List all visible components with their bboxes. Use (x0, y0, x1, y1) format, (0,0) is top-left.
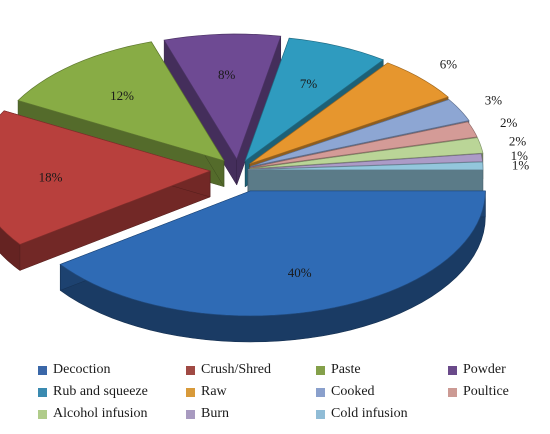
legend-swatch-raw (186, 387, 195, 397)
legend-item-burn: Burn (186, 406, 229, 422)
legend-label-powder: Powder (463, 362, 506, 377)
legend-swatch-alcohol-infusion (38, 409, 47, 419)
pie-slice-decoction (59, 190, 486, 317)
legend-swatch-paste (316, 365, 325, 375)
pie-data-label-rub-and-squeeze: 7% (300, 76, 318, 91)
pie-labels-layer: 40%18%12%8%7%6%3%2%2%1%1% (39, 57, 530, 280)
pie-data-label-decoction: 40% (288, 265, 312, 280)
legend-item-poultice: Poultice (448, 384, 509, 400)
pie-data-label-poultice: 2% (500, 115, 518, 130)
pie-slice-crush-shred (0, 110, 212, 245)
legend-item-cooked: Cooked (316, 384, 375, 400)
legend-label-decoction: Decoction (53, 362, 111, 377)
pie-top-layer (0, 33, 486, 317)
legend-item-paste: Paste (316, 362, 361, 378)
pie-data-label-cooked: 3% (485, 93, 503, 108)
pie-slice-burn (247, 153, 483, 170)
pie-slice-poultice (249, 121, 478, 169)
legend-swatch-poultice (448, 387, 457, 397)
legend-swatch-powder (448, 365, 457, 375)
legend-label-burn: Burn (201, 406, 229, 421)
legend-item-crush-shred: Crush/Shred (186, 362, 271, 378)
legend-label-rub-and-squeeze: Rub and squeeze (53, 384, 148, 399)
pie-slice-raw (249, 62, 449, 165)
pie-data-label-burn: 1% (511, 148, 529, 163)
pie-slice-cooked (250, 99, 470, 167)
legend-label-paste: Paste (331, 362, 361, 377)
pie-data-label-crush-shred: 18% (39, 169, 63, 184)
legend-item-raw: Raw (186, 384, 227, 400)
pie-data-label-paste: 12% (110, 88, 134, 103)
legend-swatch-crush-shred (186, 365, 195, 375)
legend: Decoction Crush/Shred Paste Powder Rub and s… (0, 358, 550, 434)
legend-label-cold-infusion: Cold infusion (331, 406, 408, 421)
legend-label-poultice: Poultice (463, 384, 509, 399)
pie-data-label-raw: 6% (440, 57, 458, 72)
legend-item-decoction: Decoction (38, 362, 111, 378)
legend-swatch-cold-infusion (316, 409, 325, 419)
legend-label-raw: Raw (201, 384, 227, 399)
legend-item-alcohol-infusion: Alcohol infusion (38, 406, 148, 422)
legend-swatch-decoction (38, 365, 47, 375)
legend-label-alcohol-infusion: Alcohol infusion (53, 406, 148, 421)
pie-plot-area: 40%18%12%8%7%6%3%2%2%1%1% (0, 33, 530, 343)
legend-item-powder: Powder (448, 362, 506, 378)
pie-slice-cold-infusion (247, 161, 484, 171)
legend-label-crush-shred: Crush/Shred (201, 362, 271, 377)
pie-data-label-cold-infusion: 1% (512, 157, 530, 172)
legend-item-rub-and-squeeze: Rub and squeeze (38, 384, 148, 400)
pie-slice-powder (163, 33, 282, 160)
pie-slice-rub-and-squeeze (244, 37, 385, 162)
pie-slice-alcohol-infusion (249, 137, 484, 170)
legend-item-cold-infusion: Cold infusion (316, 406, 408, 422)
legend-swatch-cooked (316, 387, 325, 397)
legend-swatch-rub-and-squeeze (38, 387, 47, 397)
pie-data-label-alcohol-infusion: 2% (509, 134, 527, 149)
pie-slice-side-crush-shred (0, 226, 21, 272)
legend-swatch-burn (186, 409, 195, 419)
pie-slice-paste (17, 41, 225, 162)
pie-data-label-powder: 8% (218, 67, 236, 82)
legend-label-cooked: Cooked (331, 384, 375, 399)
